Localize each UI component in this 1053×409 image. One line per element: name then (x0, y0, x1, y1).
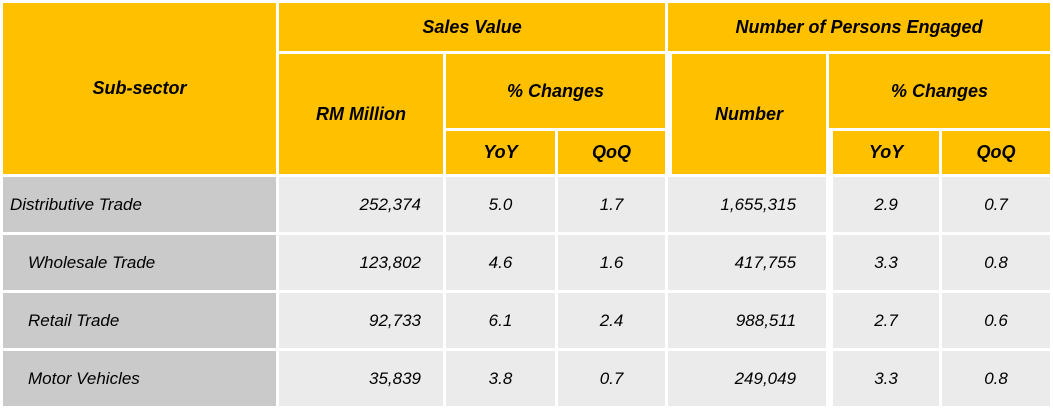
header-persons-pct-changes: % Changes (829, 54, 1051, 128)
number-cell: 1,655,315 (668, 177, 827, 232)
persons-qoq-cell: 0.8 (942, 235, 1051, 290)
table-row: Retail Trade 92,733 6.1 2.4 988,511 2.7 … (3, 293, 1051, 348)
number-cell: 988,511 (668, 293, 827, 348)
sub-sector-cell: Wholesale Trade (3, 235, 276, 290)
sales-qoq-cell: 2.4 (558, 293, 666, 348)
table-body: Distributive Trade 252,374 5.0 1.7 1,655… (3, 177, 1051, 406)
persons-yoy-cell: 3.3 (829, 351, 940, 406)
sub-sector-cell: Retail Trade (3, 293, 276, 348)
sales-qoq-cell: 1.7 (558, 177, 666, 232)
rm-million-cell: 92,733 (279, 293, 443, 348)
table-row: Motor Vehicles 35,839 3.8 0.7 249,049 3.… (3, 351, 1051, 406)
sales-yoy-cell: 6.1 (446, 293, 555, 348)
sub-sector-cell: Motor Vehicles (3, 351, 276, 406)
table-header: Sub-sector Sales Value Number of Persons… (3, 3, 1051, 174)
sales-qoq-cell: 0.7 (558, 351, 666, 406)
number-cell: 417,755 (668, 235, 827, 290)
table-row: Distributive Trade 252,374 5.0 1.7 1,655… (3, 177, 1051, 232)
sub-sector-cell: Distributive Trade (3, 177, 276, 232)
persons-yoy-cell: 3.3 (829, 235, 940, 290)
header-sales-qoq: QoQ (558, 131, 666, 174)
header-rm-million: RM Million (279, 54, 443, 174)
persons-qoq-cell: 0.8 (942, 351, 1051, 406)
header-persons-qoq: QoQ (942, 131, 1051, 174)
sales-qoq-cell: 1.6 (558, 235, 666, 290)
header-sales-value: Sales Value (279, 3, 666, 51)
header-sub-sector: Sub-sector (3, 3, 276, 174)
table-row: Wholesale Trade 123,802 4.6 1.6 417,755 … (3, 235, 1051, 290)
header-sales-yoy: YoY (446, 131, 555, 174)
header-persons-engaged: Number of Persons Engaged (668, 3, 1051, 51)
header-persons-yoy: YoY (829, 131, 940, 174)
sales-yoy-cell: 5.0 (446, 177, 555, 232)
sales-yoy-cell: 4.6 (446, 235, 555, 290)
rm-million-cell: 35,839 (279, 351, 443, 406)
persons-yoy-cell: 2.7 (829, 293, 940, 348)
persons-qoq-cell: 0.6 (942, 293, 1051, 348)
header-number: Number (668, 54, 827, 174)
rm-million-cell: 252,374 (279, 177, 443, 232)
number-cell: 249,049 (668, 351, 827, 406)
rm-million-cell: 123,802 (279, 235, 443, 290)
persons-yoy-cell: 2.9 (829, 177, 940, 232)
sales-yoy-cell: 3.8 (446, 351, 555, 406)
header-sales-pct-changes: % Changes (446, 54, 666, 128)
persons-qoq-cell: 0.7 (942, 177, 1051, 232)
